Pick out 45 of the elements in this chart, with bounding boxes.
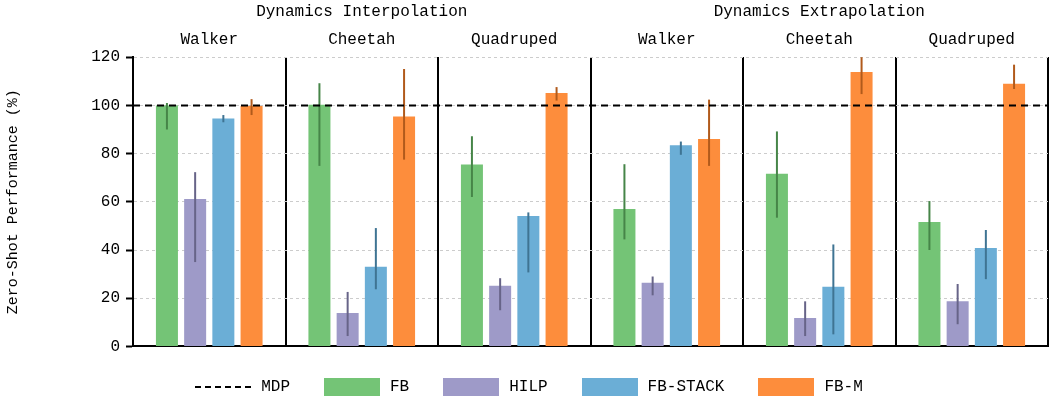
x-tick-label: Walker bbox=[180, 30, 239, 49]
x-tick-label: Cheetah bbox=[328, 30, 396, 49]
y-axis-title: Zero-Shot Performance (%) bbox=[4, 89, 22, 315]
bar bbox=[974, 248, 997, 346]
bar bbox=[1003, 83, 1026, 346]
y-tick-label: 0 bbox=[110, 337, 120, 356]
x-tick-label: Quadruped bbox=[471, 30, 558, 49]
legend-label: MDP bbox=[261, 378, 290, 396]
y-tick-label: 60 bbox=[100, 193, 120, 212]
legend-label: FB bbox=[389, 378, 410, 396]
bar bbox=[517, 216, 540, 346]
bar bbox=[336, 312, 359, 346]
bar bbox=[669, 145, 692, 346]
y-tick-label: 120 bbox=[91, 48, 120, 67]
y-tick-label: 20 bbox=[100, 289, 120, 308]
bar bbox=[212, 118, 235, 346]
bar bbox=[613, 209, 636, 346]
bar bbox=[822, 286, 845, 346]
x-tick-label: Quadruped bbox=[928, 30, 1015, 49]
bar bbox=[308, 104, 331, 346]
legend-label: FB-M bbox=[824, 378, 863, 396]
bar bbox=[698, 138, 721, 346]
y-tick-label: 100 bbox=[91, 96, 120, 115]
bar bbox=[393, 116, 416, 346]
bar bbox=[364, 266, 387, 346]
x-tick-label: Walker bbox=[637, 30, 696, 49]
bar bbox=[794, 317, 817, 346]
bar bbox=[946, 301, 969, 346]
bar bbox=[184, 198, 207, 346]
bar bbox=[765, 173, 788, 346]
bar bbox=[850, 71, 873, 346]
y-tick-label: 40 bbox=[100, 241, 120, 260]
text: Dynamics Interpolation bbox=[256, 3, 468, 22]
text: Dynamics Extrapolation bbox=[713, 3, 925, 22]
legend-label: HILP bbox=[509, 378, 548, 396]
bar bbox=[460, 164, 483, 346]
x-tick-label: Cheetah bbox=[785, 30, 853, 49]
bar bbox=[240, 106, 263, 346]
y-tick-label: 80 bbox=[100, 144, 120, 163]
bar bbox=[155, 105, 178, 346]
bar bbox=[545, 93, 568, 346]
legend-label: FB-STACK bbox=[647, 378, 725, 396]
bar bbox=[918, 222, 941, 346]
bar bbox=[489, 285, 512, 346]
bar bbox=[641, 282, 664, 346]
